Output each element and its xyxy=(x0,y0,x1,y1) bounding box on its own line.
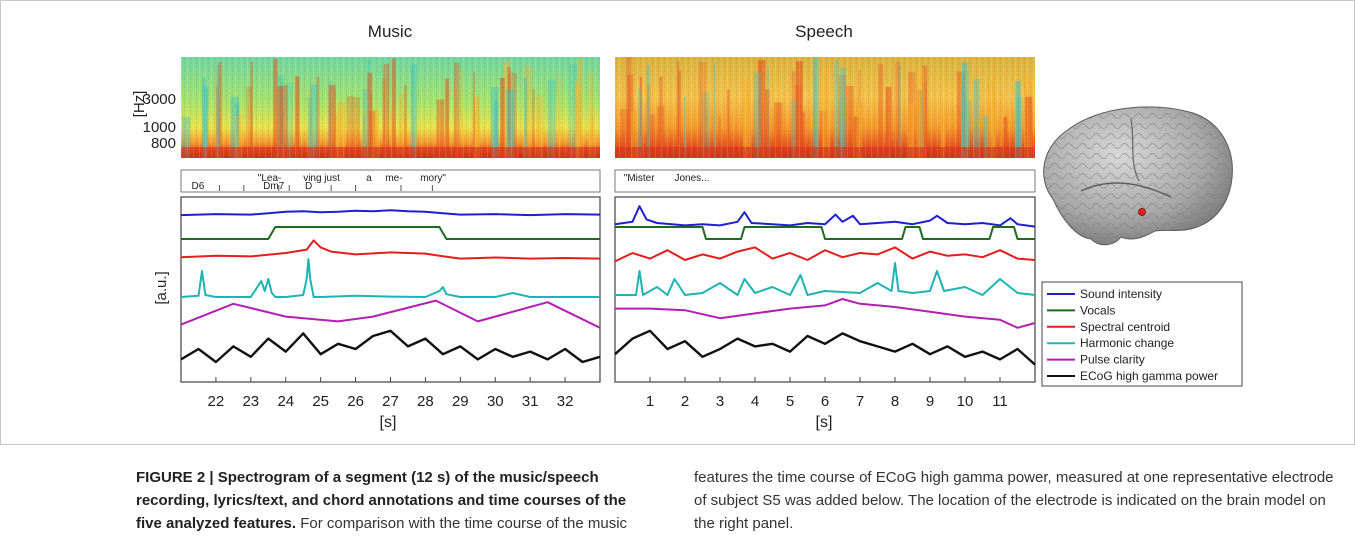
figure-frame: Music Speech [Hz] 3000 1000 800 D6 "Lea- D… xyxy=(0,0,1355,445)
legend-label: ECoG high gamma power xyxy=(1080,369,1218,383)
caption-left-column: FIGURE 2 | Spectrogram of a segment (12 … xyxy=(136,466,656,535)
spectrogram-y-tick: 3000 xyxy=(143,91,176,108)
x-tick-label: 3 xyxy=(716,393,724,410)
x-tick-label: 2 xyxy=(681,393,689,410)
x-tick-label: 28 xyxy=(417,393,434,410)
caption-body-right: features the time course of ECoG high ga… xyxy=(694,469,1334,532)
speech-panel-title: Speech xyxy=(795,22,853,41)
lyric-label: Dm7 xyxy=(263,181,285,192)
figure-canvas: Music Speech [Hz] 3000 1000 800 D6"Lea-D… xyxy=(1,1,1355,446)
lyric-label: me- xyxy=(385,173,402,184)
legend-label: Sound intensity xyxy=(1080,287,1162,301)
x-tick-label: 6 xyxy=(821,393,829,410)
x-tick-label: 24 xyxy=(277,393,294,410)
legend-label: Vocals xyxy=(1080,303,1115,317)
speech-x-axis-label: [s] xyxy=(816,414,833,431)
x-tick-label: 22 xyxy=(208,393,225,410)
x-tick-label: 30 xyxy=(487,393,504,410)
music-x-axis-label: [s] xyxy=(380,414,397,431)
lyric-label: D xyxy=(305,181,312,192)
x-tick-label: 9 xyxy=(926,393,934,410)
legend: Sound intensity Vocals Spectral centroid Ha… xyxy=(1042,282,1242,386)
features-y-label: [a.u.] xyxy=(153,271,170,304)
x-tick-label: 31 xyxy=(522,393,539,410)
legend-label: Spectral centroid xyxy=(1080,320,1170,334)
x-tick-label: 29 xyxy=(452,393,469,410)
x-tick-label: 27 xyxy=(382,393,399,410)
caption-body-left: For comparison with the time course of t… xyxy=(300,515,627,532)
x-tick-label: 10 xyxy=(957,393,974,410)
electrode-marker xyxy=(1139,209,1146,216)
speech-spectrogram xyxy=(615,57,1035,158)
legend-label: Harmonic change xyxy=(1080,336,1174,350)
lyric-label: a xyxy=(366,173,372,184)
brain-model-illustration xyxy=(1044,107,1233,245)
caption-right-column: features the time course of ECoG high ga… xyxy=(694,466,1334,535)
x-tick-label: 23 xyxy=(242,393,259,410)
x-tick-label: 26 xyxy=(347,393,364,410)
x-tick-label: 8 xyxy=(891,393,899,410)
music-spectrogram xyxy=(181,57,600,158)
lyric-label: mory" xyxy=(420,173,446,184)
lyric-label: Jones... xyxy=(675,173,710,184)
lyric-label: D6 xyxy=(192,181,205,192)
x-tick-label: 32 xyxy=(557,393,574,410)
legend-label: Pulse clarity xyxy=(1080,353,1145,367)
spectrogram-y-tick: 1000 xyxy=(143,119,176,136)
x-tick-label: 25 xyxy=(312,393,329,410)
x-tick-label: 7 xyxy=(856,393,864,410)
x-tick-label: 11 xyxy=(992,393,1008,410)
lyric-label: "Mister xyxy=(624,173,655,184)
music-panel-title: Music xyxy=(368,22,413,41)
x-tick-label: 5 xyxy=(786,393,794,410)
x-tick-label: 4 xyxy=(751,393,759,410)
x-tick-label: 1 xyxy=(646,393,654,410)
spectrogram-y-tick: 800 xyxy=(151,135,176,152)
